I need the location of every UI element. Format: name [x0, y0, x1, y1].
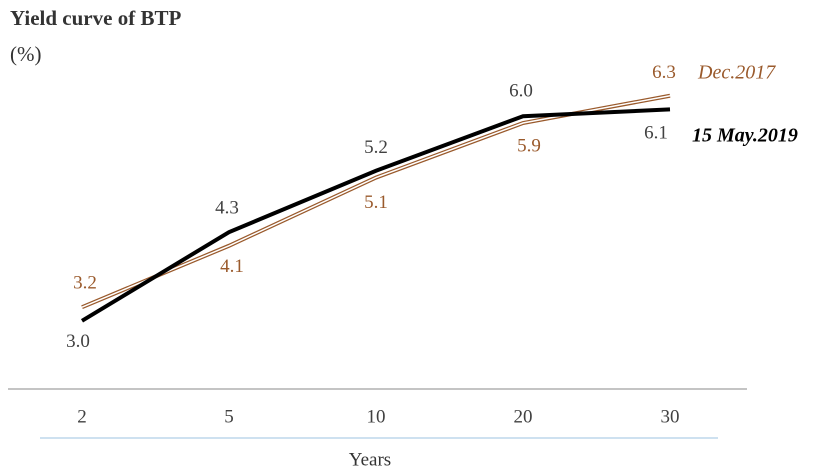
chart-title: Yield curve of BTP: [10, 6, 181, 30]
data-label: 6.3: [652, 62, 676, 83]
series-label: 15 May.2019: [692, 125, 798, 147]
chart-subtitle: (%): [10, 42, 41, 66]
x-tick-label: 5: [224, 406, 234, 427]
data-label: 4.1: [220, 256, 244, 277]
x-tick-label: 10: [367, 406, 386, 427]
data-label: 5.9: [517, 135, 541, 156]
data-label: 5.1: [364, 192, 388, 213]
x-tick-label: 30: [661, 406, 680, 427]
data-label: 3.2: [73, 273, 97, 294]
series-label: Dec.2017: [697, 62, 776, 84]
x-axis-label: Years: [349, 449, 391, 468]
x-tick-label: 20: [514, 406, 533, 427]
line: [80, 107, 671, 323]
data-label: 3.0: [66, 331, 90, 352]
data-label: 4.3: [215, 197, 239, 218]
x-tick-label: 2: [77, 406, 87, 427]
data-label: 5.2: [364, 137, 388, 158]
data-label: 6.1: [644, 123, 668, 144]
data-label: 6.0: [509, 81, 533, 102]
